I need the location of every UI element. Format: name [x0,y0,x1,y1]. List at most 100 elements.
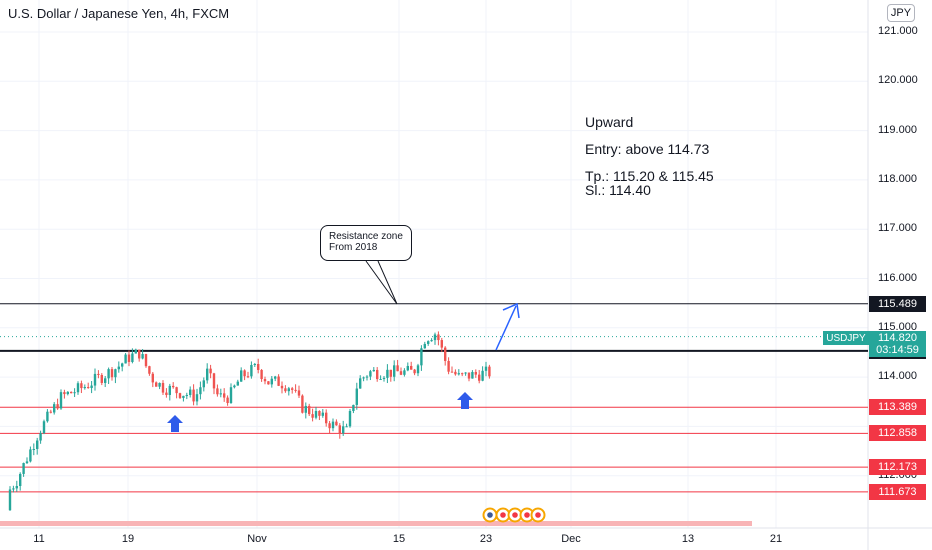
candle-body [376,369,379,380]
candle-body [110,369,114,378]
candle-body [321,412,324,416]
candle-body [56,404,59,409]
x-tick-label: 11 [33,533,45,545]
candle-body [454,371,457,375]
candle-body [253,364,256,366]
y-tick-label: 118.000 [878,172,917,185]
symbol-tag: USDJPY [823,331,869,345]
candle-body [15,486,18,489]
candle-body [427,341,430,344]
candle-body [22,463,25,474]
candle-body [396,365,399,372]
horizontal-levels [0,303,868,493]
candle-body [413,369,416,374]
candle-body [478,374,481,381]
candle-body [46,411,49,422]
candle-body [216,388,219,395]
candle-body [53,404,56,413]
currency-button[interactable]: JPY [887,4,915,22]
y-tick-label: 116.000 [878,271,917,284]
candle-body [301,395,304,413]
candle-body [161,382,165,393]
candle-body [403,370,406,375]
candle-body [331,421,335,429]
candle-body [270,378,273,385]
candle-body [379,379,382,381]
candle-body [25,461,29,464]
candle-body [104,378,107,383]
candle-body [389,369,392,377]
session-range-bar [0,521,752,526]
up-arrow-icon [457,392,473,409]
candle-body [382,377,386,380]
candle-body [345,426,348,428]
candle-body [97,373,100,375]
candlestick-series [8,331,491,511]
candle-body [294,389,297,391]
candle-body [291,388,294,390]
price-tag-111.673: 111.673 [869,483,926,500]
candle-body [488,366,491,377]
candle-body [172,385,175,388]
y-tick-label: 115.000 [878,320,917,333]
candle-body [219,393,222,395]
candle-body [399,371,403,375]
candle-body [267,381,270,385]
candle-body [93,373,97,386]
candle-body [178,393,182,398]
candle-body [42,421,46,434]
candle-body [243,370,246,377]
candle-body [250,364,253,377]
candle-body [189,389,192,396]
candle-body [138,349,141,359]
candle-body [36,440,39,449]
resistance-callout: Resistance zone From 2018 [320,225,412,261]
candle-body [202,380,205,388]
candle-body [461,373,464,375]
candle-body [226,397,229,404]
candle-body [165,392,168,395]
candle-body [117,366,120,370]
last-price: 114.820 [878,332,917,344]
callout-line-1: Resistance zone [329,231,403,242]
candle-body [274,376,277,379]
candle-body [192,389,195,402]
event-flag-icon [535,512,541,518]
candle-body [240,370,243,382]
candle-body [134,349,137,354]
candle-body [168,385,171,395]
event-flag-icon [524,512,530,518]
callout-pointer [365,260,398,305]
candle-body [362,377,365,379]
x-tick-label: 15 [392,533,406,545]
y-tick-label: 121.000 [878,25,918,37]
candle-body [471,371,474,379]
candle-body [59,392,63,409]
candle-body [338,425,341,434]
candle-body [90,385,93,389]
price-tag-112.858: 112.858 [869,425,926,442]
candle-body [144,354,148,367]
candle-body [314,411,318,418]
callout-line-2: From 2018 [329,242,378,253]
candle-body [304,405,307,413]
candle-body [175,387,178,394]
bar-countdown: 03:14:59 [876,344,919,356]
candle-body [158,382,161,387]
candle-body [182,395,185,398]
x-tick-label: 19 [121,533,135,545]
candle-body [76,383,80,393]
candle-body [83,387,86,389]
x-tick-label: Dec [561,533,581,545]
candle-body [457,373,460,375]
candle-body [199,387,202,395]
candle-body [280,385,284,389]
candle-body [80,383,83,389]
event-flag-icon [500,512,506,518]
candle-body [223,393,226,398]
projection-arrowhead [502,302,520,319]
note-direction: Upward [585,114,634,130]
candle-body [386,369,389,378]
candle-body [114,369,117,378]
